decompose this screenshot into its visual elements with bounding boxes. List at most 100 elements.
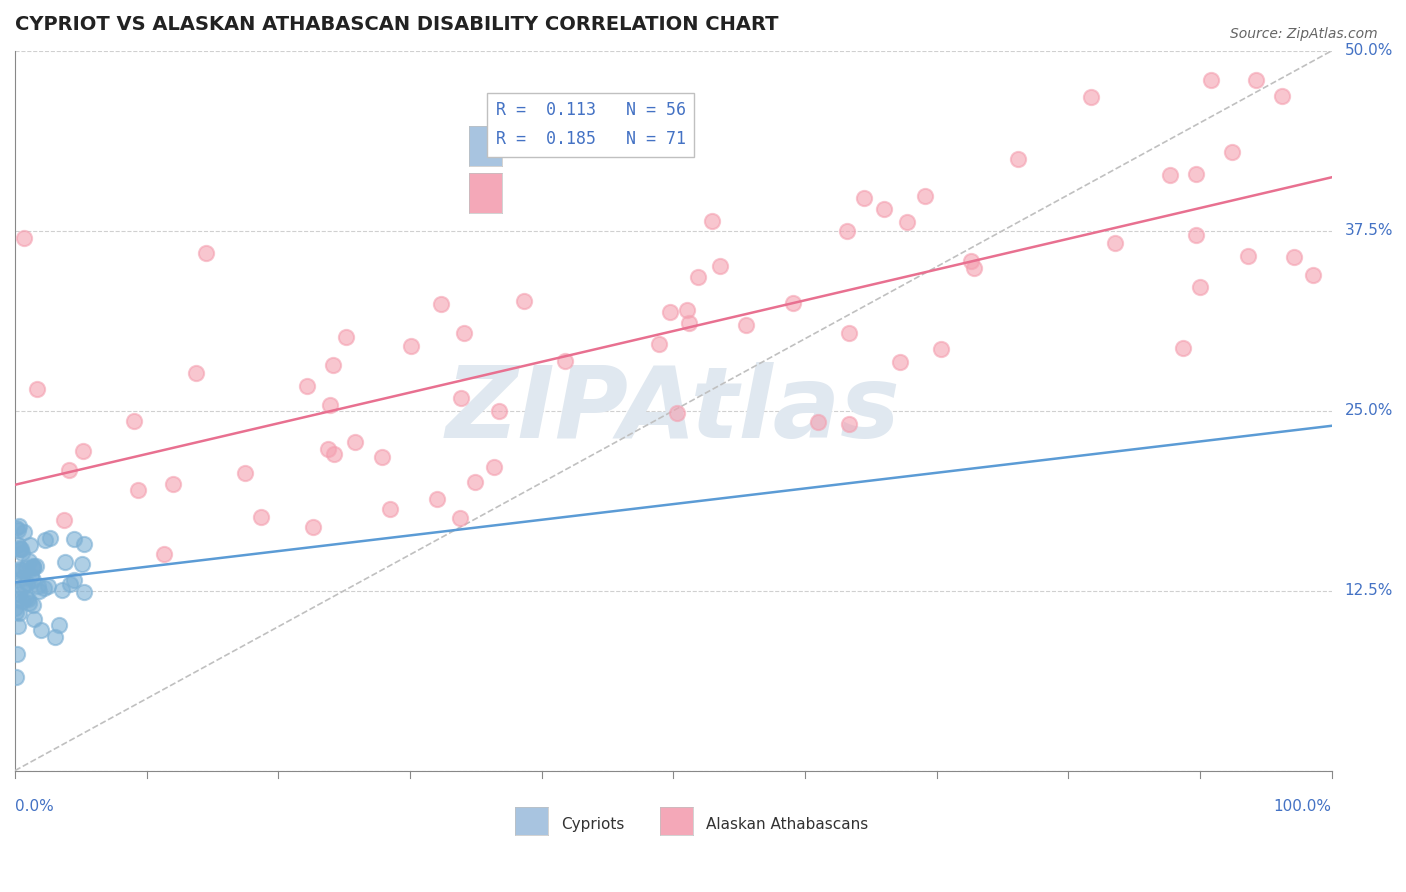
Point (15, 576, 38, 591)
Point (429, 297, 451, 311)
Point (482, 460, 505, 475)
Point (11, 545, 34, 559)
Point (249, 510, 271, 524)
Point (25, 559, 48, 574)
Point (1271, 89, 1294, 103)
Point (122, 414, 145, 428)
Point (838, 417, 860, 432)
Point (319, 398, 342, 412)
Point (1189, 280, 1212, 294)
Point (1284, 250, 1306, 264)
Point (8, 586, 31, 600)
Point (20, 569, 42, 583)
Point (322, 447, 344, 461)
Point (665, 406, 688, 420)
Point (426, 492, 449, 507)
Point (13, 231, 35, 245)
Point (15, 561, 38, 575)
Point (1185, 228, 1208, 243)
Point (1007, 152, 1029, 166)
Point (896, 215, 918, 229)
Point (7, 619, 30, 633)
Point (1171, 341, 1194, 355)
Point (1104, 236, 1126, 251)
Point (233, 467, 256, 481)
Point (343, 435, 366, 450)
Text: Source: ZipAtlas.com: Source: ZipAtlas.com (1230, 27, 1378, 41)
Point (963, 261, 986, 276)
Point (4, 600, 27, 615)
Point (53, 555, 76, 569)
Text: CYPRIOT VS ALASKAN ATHABASCAN DISABILITY CORRELATION CHART: CYPRIOT VS ALASKAN ATHABASCAN DISABILITY… (15, 15, 779, 34)
Point (11, 582, 34, 596)
Point (6, 564, 28, 578)
Point (48, 618, 70, 632)
Point (873, 202, 896, 216)
Point (453, 326, 475, 340)
Point (184, 366, 207, 380)
Point (18, 554, 41, 568)
Point (21, 561, 44, 575)
Point (648, 336, 671, 351)
Point (378, 501, 401, 516)
Point (4, 521, 27, 535)
Point (8, 562, 31, 576)
Point (11, 593, 34, 607)
Point (709, 260, 731, 274)
Text: 12.5%: 12.5% (1344, 583, 1393, 599)
Point (17, 591, 39, 606)
Point (73, 584, 96, 599)
Point (6, 523, 28, 537)
Point (4, 606, 27, 620)
Point (22, 612, 45, 626)
Point (1199, 73, 1222, 87)
Point (302, 520, 325, 534)
Point (11, 563, 34, 577)
Point (335, 330, 357, 344)
Point (8, 541, 31, 555)
Point (853, 191, 876, 205)
Point (8, 541, 31, 556)
Point (658, 305, 681, 319)
Point (6, 670, 28, 684)
Point (63, 573, 86, 587)
Point (21, 559, 44, 574)
Point (62, 533, 84, 547)
Point (914, 189, 936, 203)
Point (399, 339, 422, 353)
Point (464, 475, 486, 489)
Point (13, 578, 35, 592)
Point (11, 571, 34, 585)
Point (73, 537, 96, 551)
Point (6, 648, 28, 662)
Text: 25.0%: 25.0% (1344, 403, 1393, 418)
Text: Cypriots: Cypriots (561, 817, 624, 832)
Point (1080, 90, 1102, 104)
Text: R =  0.113   N = 56
R =  0.185   N = 71: R = 0.113 N = 56 R = 0.185 N = 71 (495, 101, 686, 148)
Point (22, 573, 45, 587)
Point (194, 246, 217, 260)
Point (30, 624, 52, 638)
Point (51, 582, 73, 597)
Point (676, 302, 699, 317)
Point (34, 581, 56, 595)
Point (44, 630, 66, 644)
Point (1185, 167, 1208, 181)
Point (72, 444, 94, 458)
Point (488, 404, 510, 418)
Text: 37.5%: 37.5% (1344, 223, 1393, 238)
Point (449, 510, 471, 524)
Point (1237, 249, 1260, 263)
Point (450, 391, 472, 405)
Point (7, 519, 30, 533)
Point (297, 378, 319, 392)
Point (52, 513, 75, 527)
Text: 0.0%: 0.0% (15, 799, 53, 814)
Point (39, 531, 62, 545)
Point (21, 598, 44, 612)
Point (1246, 73, 1268, 87)
Point (889, 355, 911, 369)
Point (7, 538, 30, 552)
Point (554, 354, 576, 368)
Point (22, 560, 45, 574)
